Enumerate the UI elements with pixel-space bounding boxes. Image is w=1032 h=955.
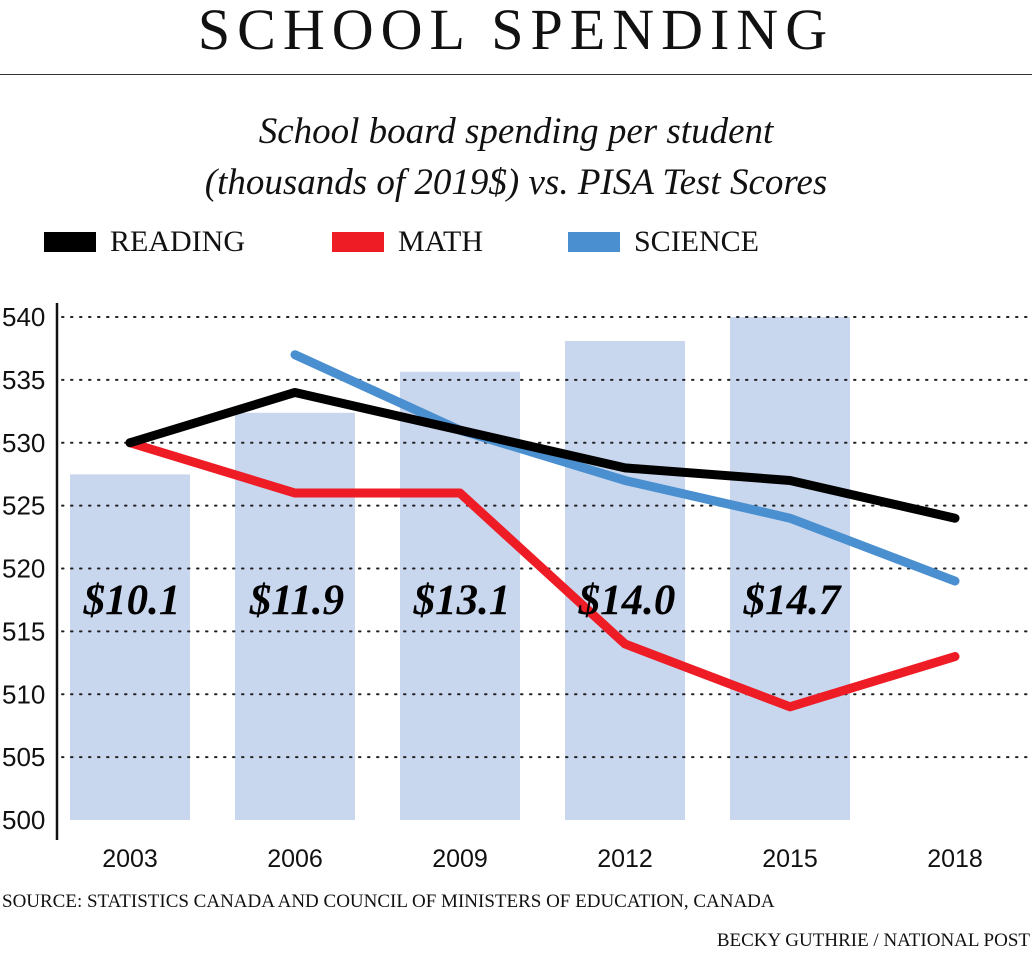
bar-value-label: $10.1 [83, 577, 181, 624]
bar-value-label: $14.7 [743, 577, 842, 624]
series-line-math [125, 438, 960, 712]
source-note: SOURCE: STATISTICS CANADA AND COUNCIL OF… [2, 891, 775, 912]
legend-item-math: MATH [332, 225, 483, 259]
legend-swatch-science [568, 232, 620, 252]
x-tick-label: 2003 [102, 845, 158, 873]
legend-label-math: MATH [398, 225, 484, 258]
x-tick-label: 2006 [267, 845, 323, 873]
x-tick-label: 2012 [597, 845, 653, 873]
chart-title-line-1: School board spending per student [258, 111, 774, 152]
y-tick-label: 520 [2, 554, 45, 584]
y-tick-label: 525 [2, 491, 45, 521]
legend-item-science: SCIENCE [568, 225, 759, 259]
credit: BECKY GUTHRIE / NATIONAL POST [716, 930, 1030, 951]
y-tick-label: 510 [2, 679, 45, 709]
title-divider [0, 74, 1032, 75]
x-tick-label: 2009 [432, 845, 488, 873]
bar-value-label: $11.9 [249, 577, 344, 624]
legend: READING MATH SCIENCE [0, 225, 1032, 265]
legend-swatch-reading [44, 232, 96, 252]
bar-value-label: $13.1 [413, 577, 511, 624]
chart-title: School board spending per student (thous… [0, 106, 1032, 208]
legend-item-reading: READING [44, 225, 245, 259]
bar-2012 [565, 340, 685, 820]
bar-value-label: $14.0 [578, 577, 676, 624]
y-tick-label: 535 [2, 365, 45, 395]
y-tick-label: 500 [2, 805, 45, 835]
y-tick-label: 515 [2, 616, 45, 646]
bar-2003 [70, 474, 190, 820]
x-tick-label: 2018 [927, 845, 983, 873]
legend-swatch-math [332, 232, 384, 252]
series-line-reading [125, 387, 960, 523]
y-tick-label: 505 [2, 742, 45, 772]
x-tick-label: 2015 [762, 845, 818, 873]
y-tick-label: 530 [2, 428, 45, 458]
y-tick-label: 540 [2, 302, 45, 332]
legend-label-reading: READING [110, 225, 245, 258]
chart-title-line-2: (thousands of 2019$) vs. PISA Test Score… [204, 162, 828, 203]
page-title: SCHOOL SPENDING [197, 0, 835, 62]
legend-label-science: SCIENCE [634, 225, 760, 258]
